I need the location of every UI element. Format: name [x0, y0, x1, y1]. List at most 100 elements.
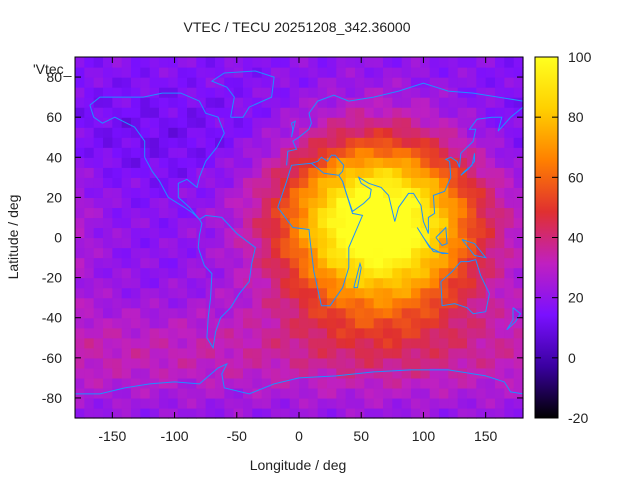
heatmap-cell [373, 167, 384, 178]
heatmap-cell [140, 267, 151, 279]
heatmap-cell [495, 367, 505, 379]
heatmap-cell [233, 77, 244, 88]
heatmap-cell [383, 277, 393, 289]
heatmap-cell [392, 107, 403, 118]
x-tick-label: -150 [98, 428, 126, 444]
heatmap-cell [345, 127, 356, 138]
heatmap-cell [299, 297, 309, 309]
heatmap-cell [327, 57, 337, 68]
heatmap-cell [420, 247, 431, 259]
heatmap-cell [252, 157, 263, 168]
heatmap-cell [103, 227, 113, 239]
heatmap-cell [513, 237, 524, 249]
heatmap-cell [383, 77, 393, 88]
heatmap-cell [495, 127, 505, 138]
heatmap-cell [187, 167, 197, 178]
heatmap-cell [392, 227, 403, 239]
heatmap-cell [467, 157, 477, 168]
heatmap-cell [299, 217, 309, 229]
heatmap-cell [420, 347, 431, 359]
heatmap-cell [233, 217, 244, 229]
heatmap-cell [177, 367, 188, 379]
heatmap-cell [327, 87, 337, 98]
heatmap-cell [112, 277, 123, 289]
heatmap-cell [513, 327, 524, 339]
heatmap-cell [243, 297, 253, 309]
heatmap-cell [345, 247, 356, 259]
heatmap-cell [513, 257, 524, 269]
coastline-path [353, 261, 362, 289]
heatmap-cell [448, 297, 459, 309]
heatmap-cell [233, 297, 244, 309]
heatmap-cell [457, 247, 468, 259]
heatmap-cell [215, 247, 225, 259]
heatmap-cell [299, 387, 309, 399]
heatmap-cell [131, 407, 141, 419]
heatmap-cell [420, 77, 431, 88]
heatmap-cell [103, 177, 113, 188]
heatmap-cell [103, 347, 113, 359]
heatmap-cell [327, 407, 337, 419]
heatmap-cell [196, 247, 207, 259]
heatmap-cell [308, 297, 319, 309]
heatmap-cell [252, 377, 263, 389]
heatmap-cell [84, 407, 95, 419]
heatmap-cell [271, 177, 281, 188]
heatmap-cell [261, 237, 272, 249]
heatmap-cell [196, 117, 207, 128]
heatmap-cell [168, 137, 179, 148]
heatmap-cell [140, 357, 151, 369]
heatmap-cell [252, 217, 263, 229]
heatmap-cell [513, 377, 524, 389]
heatmap-cell [299, 357, 309, 369]
coastlines [75, 70, 524, 395]
heatmap-cell [233, 277, 244, 289]
heatmap-cell [149, 107, 160, 118]
heatmap-cell [196, 367, 207, 379]
heatmap-cell [196, 127, 207, 138]
heatmap-cell [299, 167, 309, 178]
heatmap-cell [448, 137, 459, 148]
heatmap-cell [103, 277, 113, 289]
heatmap-cell [103, 147, 113, 158]
heatmap-cell [112, 347, 123, 359]
heatmap-cell [327, 387, 337, 399]
heatmap-cell [140, 67, 151, 78]
heatmap-cell [103, 407, 113, 419]
heatmap-cell [401, 327, 412, 339]
heatmap-cell [317, 397, 328, 409]
heatmap-cell [215, 147, 225, 158]
y-tick-label: 20 [46, 189, 62, 205]
heatmap-cell [112, 167, 123, 178]
heatmap-cell [93, 277, 104, 289]
heatmap-cell [429, 257, 440, 269]
heatmap-cell [280, 337, 291, 349]
heatmap-cell [187, 317, 197, 329]
heatmap-cell [224, 87, 235, 98]
heatmap-cell [513, 217, 524, 229]
heatmap-cell [429, 127, 440, 138]
heatmap-cell [327, 307, 337, 319]
heatmap-cell [280, 367, 291, 379]
heatmap-cell [457, 257, 468, 269]
heatmap-cell [485, 167, 496, 178]
heatmap-cell [317, 367, 328, 379]
heatmap-cell [168, 367, 179, 379]
heatmap-cell [84, 197, 95, 209]
heatmap-cell [420, 97, 431, 108]
heatmap-cell [243, 337, 253, 349]
heatmap-cell [495, 57, 505, 68]
heatmap-cell [93, 357, 104, 369]
heatmap-cell [467, 227, 477, 239]
heatmap-cell [336, 137, 347, 148]
heatmap-cell [373, 97, 384, 108]
heatmap-cell [327, 147, 337, 158]
colorbar-tick-label: 80 [568, 109, 584, 125]
heatmap-cell [112, 337, 123, 349]
heatmap-cell [392, 397, 403, 409]
heatmap-cell [140, 157, 151, 168]
heatmap-cell [345, 227, 356, 239]
heatmap-cell [364, 247, 375, 259]
heatmap-cell [336, 257, 347, 269]
heatmap-cell [373, 367, 384, 379]
